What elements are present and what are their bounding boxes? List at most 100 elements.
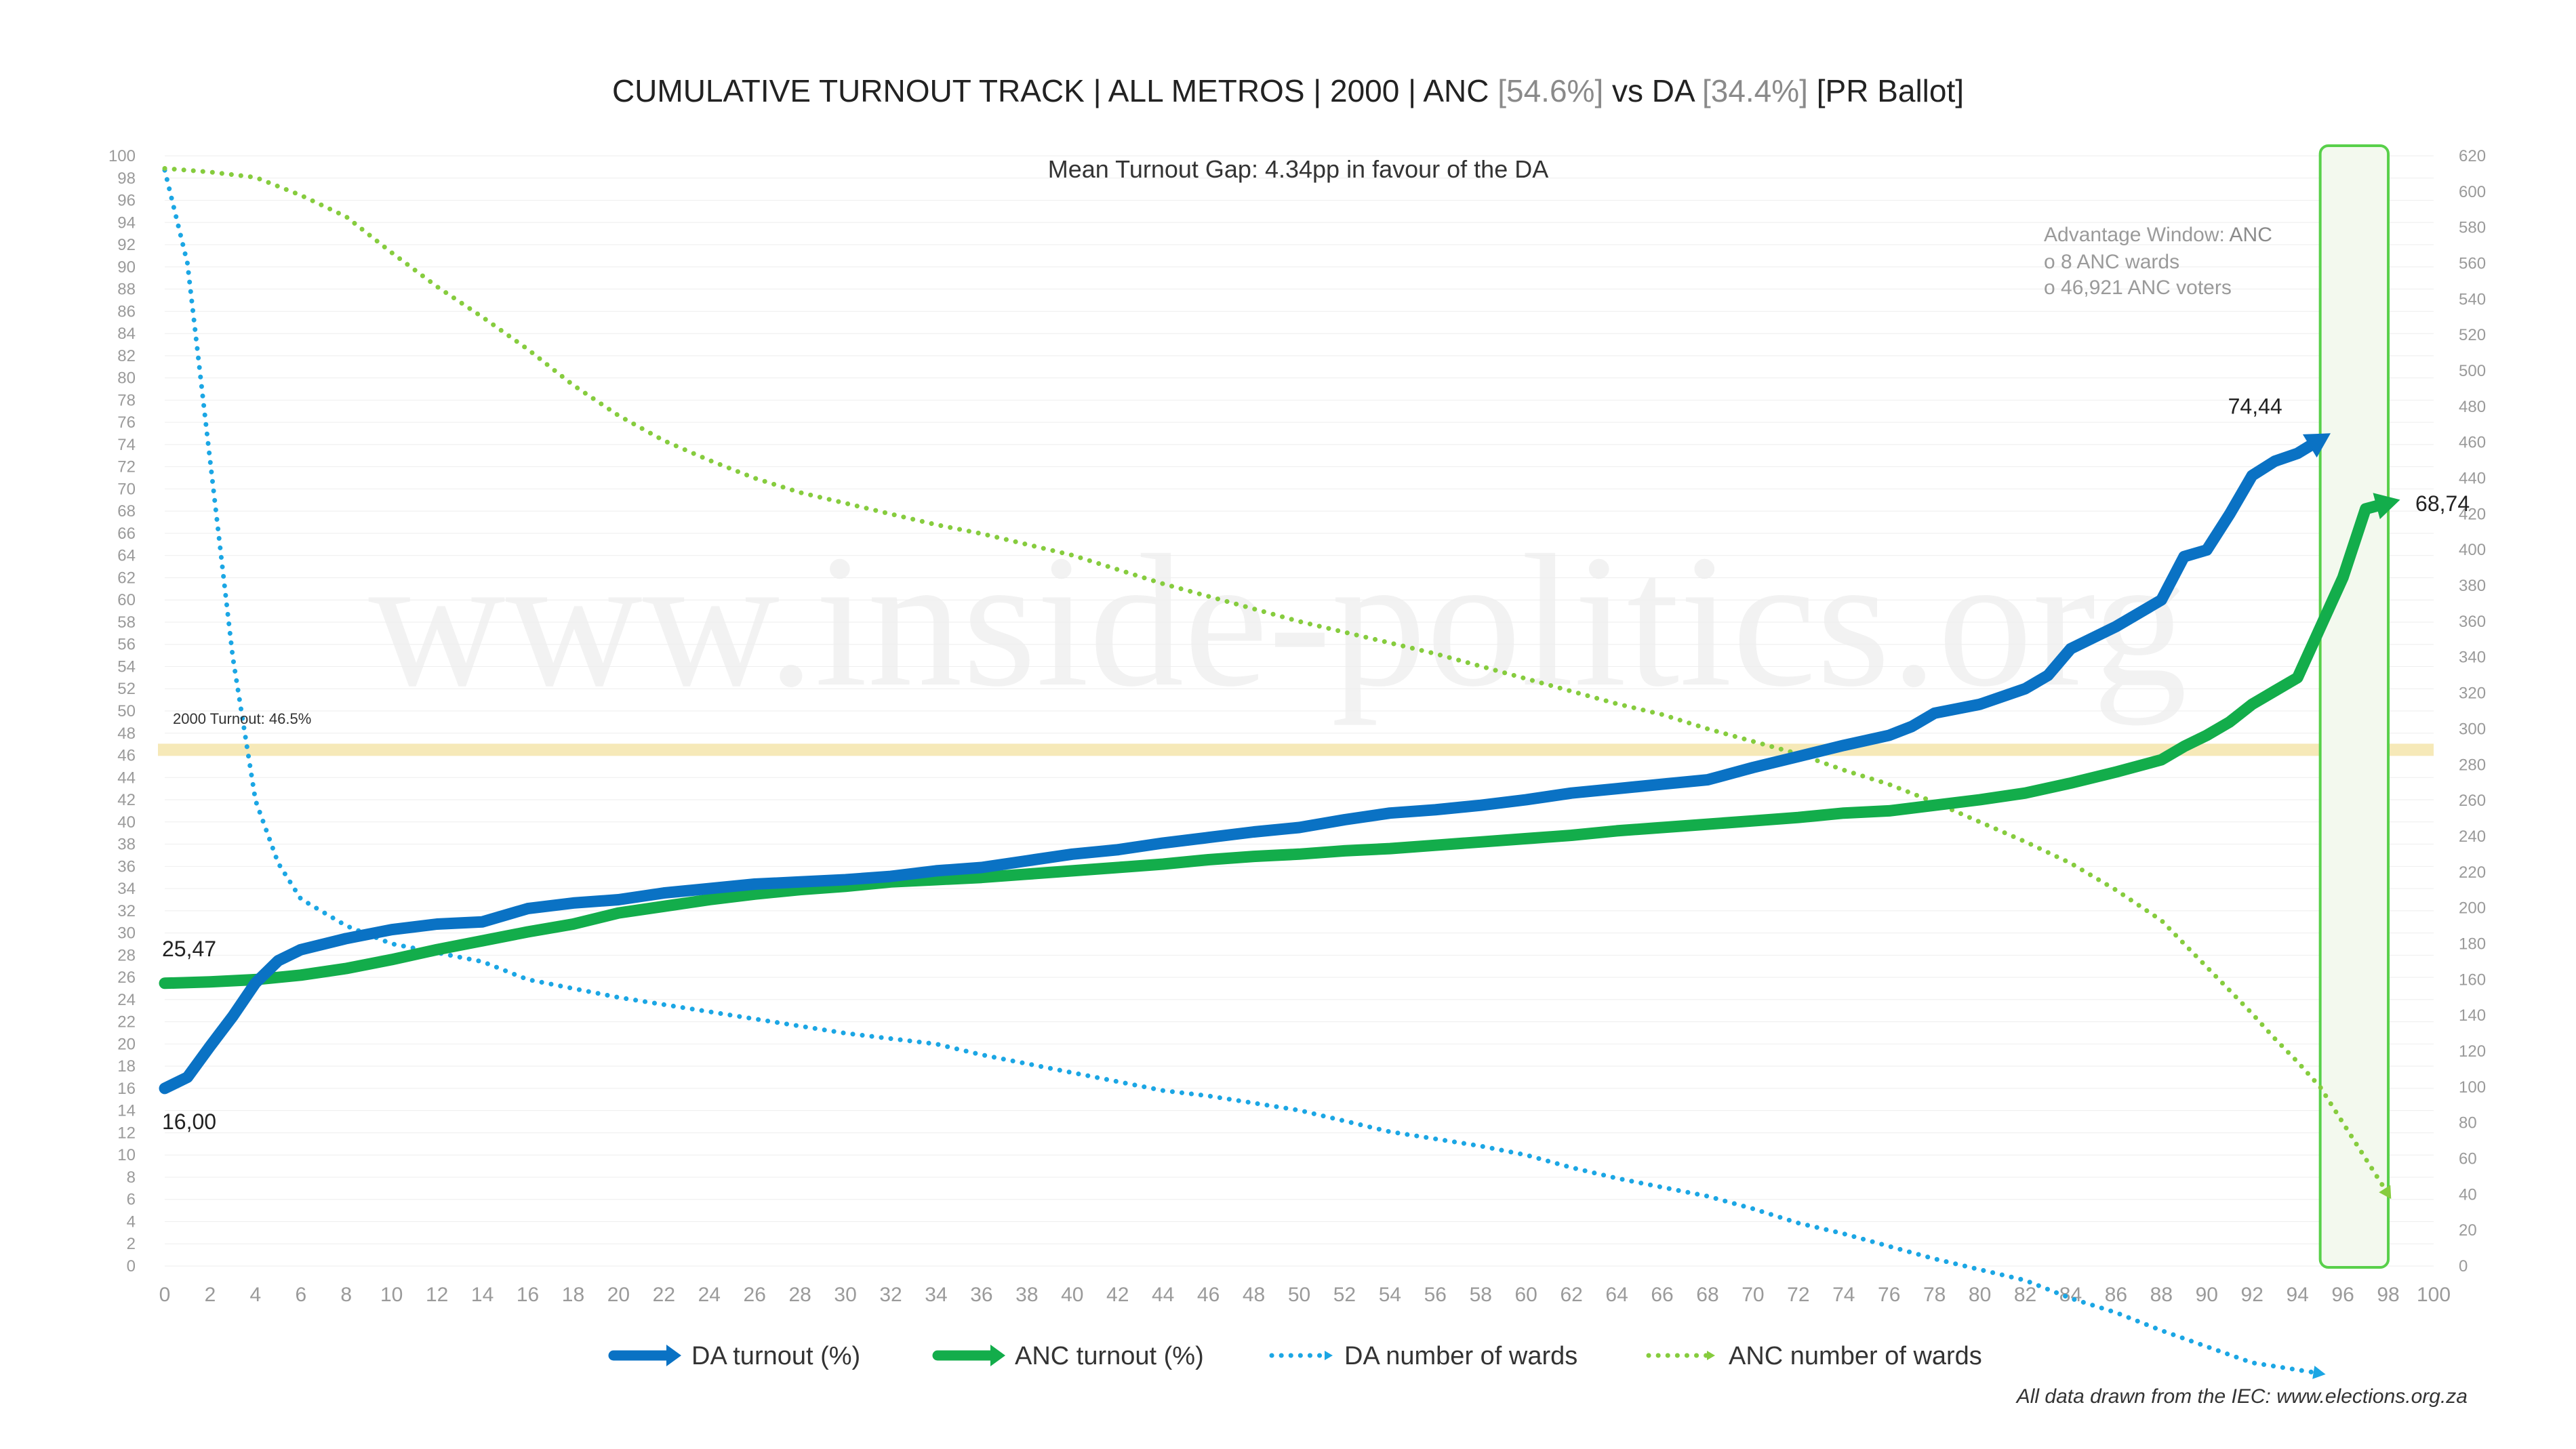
y-tick-left: 48 — [117, 724, 136, 743]
y-tick-left: 26 — [117, 968, 136, 987]
series-arrow-anc-wards — [2379, 1185, 2392, 1200]
anc-end-label: 68,74 — [2415, 491, 2470, 516]
y-tick-left: 30 — [117, 924, 136, 943]
y-axis-left: 0246810121416182022242628303234363840424… — [108, 147, 136, 1275]
y-tick-right: 440 — [2459, 470, 2486, 488]
y-tick-right: 380 — [2459, 577, 2486, 595]
y-tick-left: 86 — [117, 302, 136, 321]
legend-arrow-da-wards — [1325, 1351, 1333, 1360]
x-tick: 38 — [1015, 1284, 1038, 1306]
x-tick: 46 — [1197, 1284, 1220, 1306]
y-tick-right: 0 — [2459, 1257, 2468, 1275]
x-tick: 0 — [159, 1284, 171, 1306]
x-tick: 60 — [1515, 1284, 1537, 1306]
y-tick-right: 480 — [2459, 398, 2486, 416]
y-tick-right: 420 — [2459, 505, 2486, 523]
x-tick: 78 — [1923, 1284, 1946, 1306]
legend-item-anc-wards[interactable]: ANC number of wards — [1646, 1342, 1982, 1370]
y-tick-left: 90 — [117, 258, 136, 277]
legend-item-da-turnout[interactable]: DA turnout (%) — [608, 1342, 860, 1370]
y-tick-left: 20 — [117, 1035, 136, 1053]
x-tick: 58 — [1470, 1284, 1492, 1306]
y-tick-left: 22 — [117, 1013, 136, 1032]
x-tick: 70 — [1742, 1284, 1764, 1306]
y-tick-left: 94 — [117, 213, 136, 232]
y-tick-left: 52 — [117, 680, 136, 698]
y-tick-left: 18 — [117, 1057, 136, 1076]
y-tick-left: 100 — [108, 147, 136, 165]
y-tick-right: 280 — [2459, 756, 2486, 774]
legend-arrow-anc-turnout — [990, 1345, 1005, 1366]
y-tick-right: 400 — [2459, 541, 2486, 559]
legend-item-anc-turnout[interactable]: ANC turnout (%) — [932, 1342, 1204, 1370]
advantage-party: ANC — [2230, 224, 2272, 246]
advantage-bullet-voters: o 46,921 ANC voters — [2044, 277, 2232, 299]
y-tick-left: 88 — [117, 281, 136, 299]
x-tick: 18 — [562, 1284, 584, 1306]
series-arrow-anc — [2373, 493, 2400, 519]
x-axis: 0 2 4 6 8 10 12 14 16 18 20 22 24 26 28 30 32 34 36 38 40 42 4… — [159, 1284, 2451, 1306]
y-tick-left: 42 — [117, 791, 136, 809]
x-tick: 62 — [1560, 1284, 1582, 1306]
advantage-window-group — [2318, 144, 2390, 1269]
y-tick-right: 160 — [2459, 971, 2486, 989]
x-tick: 4 — [250, 1284, 262, 1306]
y-tick-left: 16 — [117, 1080, 136, 1098]
series-line-anc-wards — [162, 166, 2391, 1197]
title-vs: vs DA — [1603, 73, 1702, 108]
x-tick: 56 — [1424, 1284, 1447, 1306]
legend-label-da-turnout: DA turnout (%) — [691, 1342, 860, 1370]
y-tick-left: 62 — [117, 569, 136, 587]
turnout-band — [158, 743, 2434, 756]
y-tick-left: 96 — [117, 192, 136, 210]
y-tick-right: 100 — [2459, 1078, 2486, 1097]
y-tick-right: 40 — [2459, 1185, 2477, 1204]
y-tick-left: 4 — [127, 1212, 136, 1231]
x-tick: 68 — [1696, 1284, 1718, 1306]
x-tick: 88 — [2150, 1284, 2173, 1306]
legend-label-anc-turnout: ANC turnout (%) — [1015, 1342, 1204, 1370]
y-tick-left: 72 — [117, 458, 136, 476]
y-tick-right: 460 — [2459, 434, 2486, 452]
y-tick-left: 80 — [117, 369, 136, 388]
y-tick-right: 300 — [2459, 720, 2486, 738]
y-tick-right: 20 — [2459, 1221, 2477, 1240]
y-tick-right: 600 — [2459, 183, 2486, 201]
y-tick-right: 220 — [2459, 863, 2486, 882]
x-tick: 8 — [340, 1284, 352, 1306]
y-tick-right: 140 — [2459, 1006, 2486, 1025]
advantage-title-text: Advantage Window: — [2044, 224, 2230, 246]
gridlines — [165, 155, 2434, 1267]
series-lines — [159, 166, 2400, 1379]
y-tick-right: 80 — [2459, 1114, 2477, 1132]
x-tick: 28 — [788, 1284, 811, 1306]
legend-arrow-anc-wards — [1707, 1351, 1715, 1360]
y-tick-left: 82 — [117, 347, 136, 365]
y-tick-right: 240 — [2459, 828, 2486, 846]
y-tick-left: 60 — [117, 591, 136, 609]
y-tick-left: 14 — [117, 1102, 136, 1120]
y-tick-left: 44 — [117, 769, 136, 787]
x-tick: 98 — [2377, 1284, 2399, 1306]
turnout-band-group — [158, 743, 2434, 756]
title-da-pct: [34.4%] — [1702, 73, 1808, 108]
advantage-window — [2318, 144, 2390, 1269]
y-tick-right: 180 — [2459, 935, 2486, 953]
y-tick-right: 260 — [2459, 792, 2486, 810]
legend-item-da-wards[interactable]: DA number of wards — [1269, 1342, 1577, 1370]
series-arrow-da-wards — [2312, 1366, 2326, 1379]
y-tick-left: 12 — [117, 1124, 136, 1142]
x-tick: 30 — [834, 1284, 856, 1306]
y-tick-right: 560 — [2459, 255, 2486, 273]
advantage-bullet-wards: o 8 ANC wards — [2044, 251, 2179, 273]
y-tick-left: 32 — [117, 902, 136, 920]
series-line-da-wards — [162, 167, 2323, 1376]
y-tick-left: 92 — [117, 236, 136, 254]
y-tick-left: 68 — [117, 502, 136, 521]
x-tick: 14 — [471, 1284, 494, 1306]
x-tick: 6 — [295, 1284, 306, 1306]
y-axis-right: 0 20 40 60 80 100 120 140 160 180 200 220 240 260 280 3… — [2459, 147, 2486, 1275]
x-tick: 86 — [2105, 1284, 2127, 1306]
title-ballot: [PR Ballot] — [1808, 73, 1964, 108]
x-tick: 26 — [744, 1284, 766, 1306]
